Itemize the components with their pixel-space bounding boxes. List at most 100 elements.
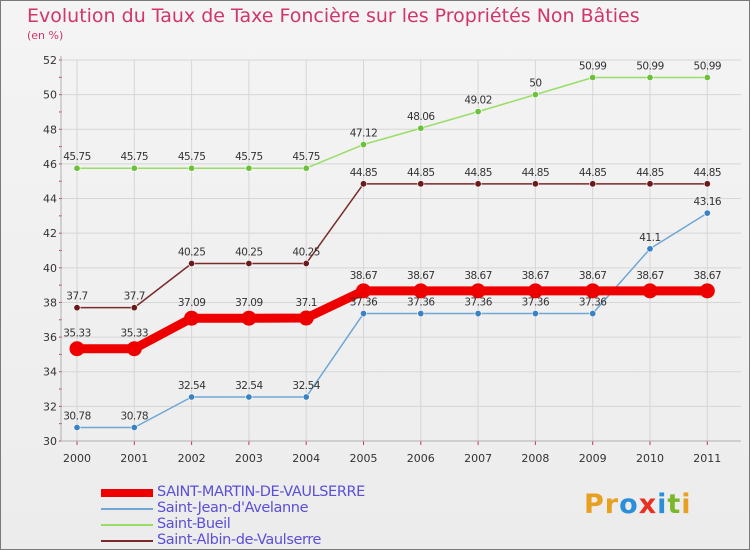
x-tick-label: 2011: [693, 452, 721, 465]
data-point: [642, 283, 658, 299]
data-label: 37.36: [407, 297, 435, 309]
logo-letter: o: [619, 489, 639, 520]
x-tick-label: 2008: [521, 452, 549, 465]
x-tick-label: 2010: [636, 452, 664, 465]
series-line: [77, 286, 708, 354]
data-point: [699, 283, 715, 299]
data-point: [470, 283, 486, 299]
data-label: 32.54: [292, 380, 320, 392]
series-line: [77, 76, 708, 169]
x-tick-label: 2009: [579, 452, 607, 465]
data-label: 44.85: [636, 167, 664, 179]
data-label: 35.33: [63, 328, 91, 340]
x-tick-label: 2002: [178, 452, 206, 465]
legend-swatch: [101, 489, 153, 497]
data-point: [359, 310, 367, 318]
data-point: [531, 91, 539, 99]
data-label: 44.85: [350, 167, 378, 179]
data-point: [531, 310, 539, 318]
data-point: [130, 304, 138, 312]
data-label: 37.1: [296, 297, 317, 309]
y-tick-label: 48: [43, 123, 57, 136]
legend-swatch: [101, 524, 153, 526]
data-label: 30.78: [121, 410, 149, 422]
data-point: [474, 108, 482, 116]
grid: [61, 59, 741, 442]
y-tick-label: 46: [43, 158, 57, 171]
data-label: 43.16: [694, 196, 722, 208]
data-point: [184, 310, 200, 326]
x-tick-label: 2001: [120, 452, 148, 465]
unit-label: (en %): [27, 29, 64, 42]
data-label: 45.75: [235, 151, 263, 163]
data-point: [73, 423, 81, 431]
y-tick-label: 32: [43, 400, 57, 413]
data-label: 44.85: [522, 167, 550, 179]
data-label: 37.09: [178, 297, 206, 309]
logo-letter: r: [604, 489, 620, 520]
data-label: 38.67: [464, 270, 492, 282]
data-point: [245, 259, 253, 267]
data-label: 50: [529, 78, 541, 90]
data-point: [589, 310, 597, 318]
x-tick-label: 2003: [235, 452, 263, 465]
data-point: [703, 73, 711, 81]
data-point: [527, 283, 543, 299]
x-tick-label: 2006: [407, 452, 435, 465]
data-label: 45.75: [178, 151, 206, 163]
legend-swatch: [101, 508, 153, 510]
x-tick-label: 2004: [292, 452, 320, 465]
data-point: [646, 73, 654, 81]
data-point: [245, 164, 253, 172]
data-point: [589, 73, 597, 81]
data-label: 37.09: [235, 297, 263, 309]
data-label: 37.36: [579, 297, 607, 309]
data-point: [130, 164, 138, 172]
data-label: 40.25: [292, 246, 320, 258]
data-label: 30.78: [63, 410, 91, 422]
data-label: 38.67: [350, 270, 378, 282]
data-label: 40.25: [235, 246, 263, 258]
data-point: [241, 310, 257, 326]
data-label: 38.67: [579, 270, 607, 282]
legend-swatch: [101, 540, 153, 542]
x-tick-label: 2007: [464, 452, 492, 465]
data-point: [703, 209, 711, 217]
data-point: [188, 259, 196, 267]
logo-letter: P: [584, 489, 605, 520]
x-tick-label: 2000: [63, 452, 91, 465]
data-point: [126, 341, 142, 357]
data-label: 44.85: [694, 167, 722, 179]
data-point: [474, 310, 482, 318]
x-tick-label: 2005: [350, 452, 378, 465]
y-tick-label: 52: [43, 54, 57, 67]
data-point: [73, 164, 81, 172]
y-tick-label: 38: [43, 296, 57, 309]
data-label: 45.75: [63, 151, 91, 163]
data-label: 32.54: [178, 380, 206, 392]
data-label: 44.85: [579, 167, 607, 179]
data-label: 47.12: [350, 128, 378, 140]
data-point: [356, 283, 371, 299]
y-tick-label: 36: [43, 331, 57, 344]
data-point: [359, 141, 367, 149]
data-label: 38.67: [694, 270, 722, 282]
data-point: [646, 245, 654, 253]
data-point: [359, 180, 367, 188]
y-tick-label: 40: [43, 262, 57, 275]
legend-label: Saint-Jean-d'Avelanne: [157, 500, 309, 516]
legend-label: Saint-Albin-de-Vaulserre: [157, 532, 322, 548]
data-point: [531, 180, 539, 188]
data-point: [69, 341, 85, 357]
data-label: 40.25: [178, 246, 206, 258]
y-tick-label: 34: [43, 366, 57, 379]
data-labels: 35.33 35.33 37.09 37.09 37.1 38.67 38.67 38.67 3…: [63, 60, 722, 422]
data-point: [589, 180, 597, 188]
data-label: 37.36: [464, 297, 492, 309]
data-label: 48.06: [407, 111, 435, 123]
data-point: [585, 283, 601, 299]
y-tick-label: 42: [43, 227, 57, 240]
data-label: 38.67: [636, 270, 664, 282]
